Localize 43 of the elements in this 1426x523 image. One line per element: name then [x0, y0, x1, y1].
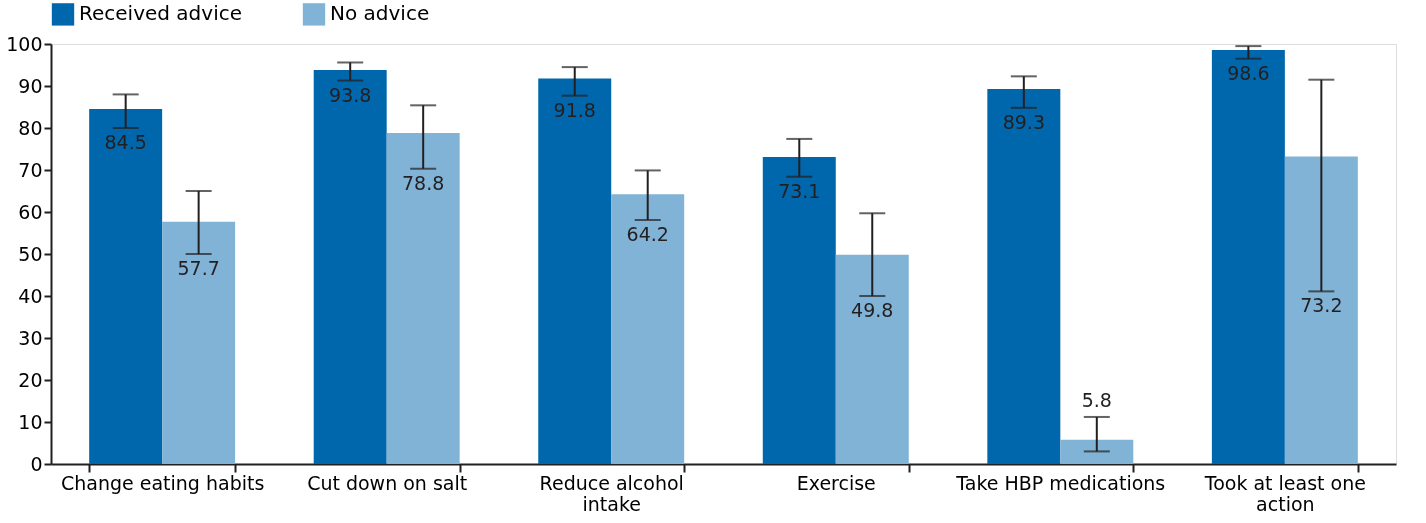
- x-tick-label: Take HBP medications: [955, 471, 1166, 494]
- bar: [987, 88, 1061, 464]
- bar: [313, 70, 387, 464]
- legend-label: Received advice: [79, 1, 242, 26]
- data-label: 78.8: [402, 171, 445, 194]
- y-tick-label: 50: [18, 242, 43, 265]
- y-tick-label: 40: [18, 284, 43, 307]
- x-tick-label: Cut down on salt: [307, 471, 468, 494]
- bar: [762, 156, 836, 464]
- y-tick-label: 100: [6, 32, 43, 55]
- y-tick-label: 30: [18, 326, 43, 349]
- bar: [386, 133, 460, 464]
- x-tick-label: Took at least one action: [1203, 471, 1366, 515]
- data-label: 49.8: [851, 299, 894, 321]
- bar: [538, 78, 612, 464]
- data-label: 73.2: [1300, 294, 1343, 317]
- bar: [89, 109, 163, 464]
- y-tick-label: 60: [18, 200, 43, 223]
- y-tick-label: 10: [18, 410, 43, 433]
- data-label: 84.5: [104, 131, 147, 153]
- data-label: 57.7: [177, 257, 220, 279]
- bar: [835, 254, 909, 464]
- bar: [1284, 156, 1358, 464]
- data-label: 91.8: [553, 98, 596, 121]
- bar: [1060, 439, 1134, 464]
- legend-label: No advice: [330, 1, 430, 26]
- x-tick-label: Change eating habits: [60, 471, 265, 494]
- y-tick-label: 20: [18, 368, 43, 391]
- y-tick-label: 80: [18, 116, 43, 139]
- y-tick-label: 70: [18, 158, 43, 181]
- data-label: 64.2: [626, 222, 669, 245]
- bar: [611, 194, 685, 464]
- data-label: 93.8: [329, 83, 372, 106]
- y-tick-label: 90: [18, 74, 43, 97]
- x-tick-label: Reduce alcohol intake: [539, 471, 684, 515]
- x-tick-label: Exercise: [796, 471, 876, 494]
- bar: [162, 221, 236, 464]
- data-label: 89.3: [1002, 110, 1045, 133]
- data-label: 5.8: [1081, 388, 1112, 411]
- bar: [1211, 49, 1285, 464]
- y-tick-label: 0: [30, 452, 43, 475]
- data-label: 73.1: [778, 179, 821, 202]
- data-label: 98.6: [1227, 61, 1270, 84]
